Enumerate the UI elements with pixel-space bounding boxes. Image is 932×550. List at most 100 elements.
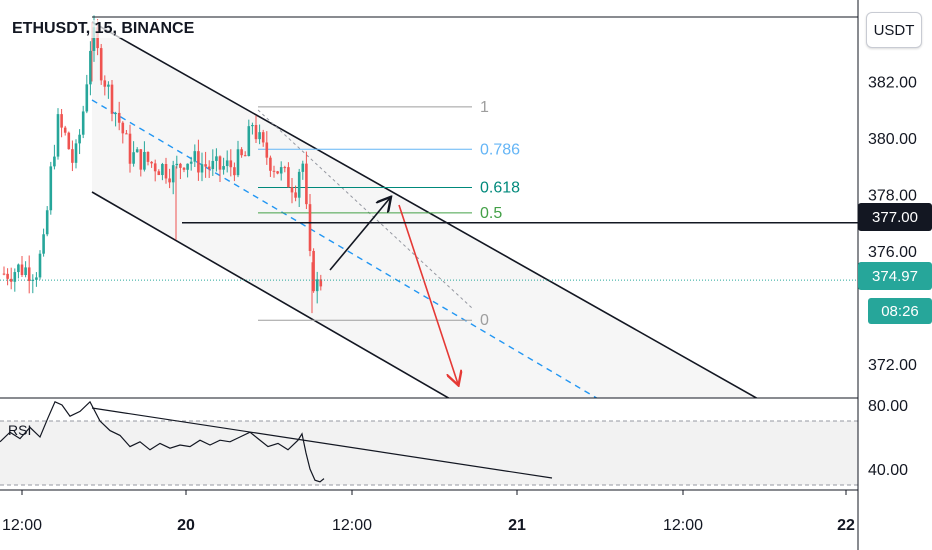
price-tick-label: 372.00	[868, 357, 917, 374]
down-arrow	[398, 204, 458, 384]
last-price-badge: 374.97	[858, 262, 932, 290]
candle-body	[225, 160, 229, 167]
candle-body	[2, 273, 6, 275]
candle-body	[27, 267, 31, 282]
candle-body	[290, 187, 294, 193]
rsi-trend-line	[91, 407, 553, 479]
candle-body	[6, 273, 9, 279]
candle-body	[153, 163, 157, 172]
candle-body	[146, 151, 150, 162]
candle-body	[56, 114, 60, 157]
candle-body	[207, 166, 211, 170]
candle-body	[215, 156, 218, 161]
candle-body	[135, 149, 139, 153]
candle-body	[297, 171, 301, 198]
candle-body	[99, 48, 103, 81]
candle-body	[312, 250, 315, 292]
price-tick-label: 382.00	[868, 75, 917, 92]
candle-body	[305, 163, 308, 205]
candle-body	[35, 277, 38, 280]
candle-body	[272, 170, 276, 172]
candle-body	[186, 163, 189, 170]
candle-body	[31, 279, 35, 282]
candle-body	[89, 50, 92, 85]
candle-body	[63, 127, 67, 133]
rsi-tick-label: 40.00	[868, 462, 908, 479]
candle-body	[301, 163, 305, 172]
candle-body	[265, 142, 269, 158]
candle-body	[74, 143, 78, 163]
candle-body	[243, 155, 247, 157]
fib-trend-line	[257, 109, 473, 309]
candle-body	[171, 165, 175, 183]
candle-body	[20, 264, 24, 276]
time-tick-label: 12:00	[2, 517, 42, 534]
candle-body	[240, 149, 243, 156]
candle-body	[139, 149, 143, 170]
time-tick-label: 21	[508, 517, 526, 534]
rsi-tick-label: 80.00	[868, 398, 908, 415]
candle-body	[121, 122, 125, 134]
candle-body	[132, 152, 135, 164]
candle-body	[315, 279, 319, 292]
candle-body	[13, 272, 17, 282]
price-tick-label: 380.00	[868, 131, 917, 148]
time-tick-label: 20	[177, 517, 195, 534]
candle-body	[204, 164, 207, 167]
candle-body	[254, 125, 258, 140]
candle-body	[294, 192, 297, 198]
chart-title: ETHUSDT, 15, BINANCE	[10, 20, 197, 38]
candle-body	[233, 167, 236, 176]
candle-body	[269, 157, 272, 171]
candle-body	[261, 132, 265, 143]
candle-body	[53, 156, 56, 167]
candle-body	[110, 84, 114, 114]
candle-body	[179, 163, 182, 168]
countdown-badge: 08:26	[868, 298, 932, 324]
candle-body	[107, 84, 110, 87]
candle-body	[117, 112, 121, 123]
candle-body	[251, 125, 254, 127]
candle-body	[125, 133, 128, 135]
fib-label-0-5: 0.5	[480, 205, 502, 222]
candle-body	[150, 161, 153, 164]
candle-body	[81, 111, 85, 135]
candle-body	[247, 126, 251, 157]
candle-body	[182, 167, 186, 170]
rsi-plot	[0, 400, 553, 483]
time-tick-label: 22	[837, 517, 855, 534]
fib-label-1: 1	[480, 99, 489, 116]
fib-label-0-618: 0.618	[480, 179, 520, 196]
candle-body	[222, 166, 225, 170]
candle-body	[157, 171, 161, 176]
time-tick-label: 12:00	[663, 517, 703, 534]
candle-body	[114, 112, 117, 114]
candle-body	[218, 156, 222, 170]
candle-body	[128, 133, 132, 164]
candle-body	[45, 210, 49, 235]
candle-body	[283, 167, 287, 169]
price-tick-label: 376.00	[868, 244, 917, 261]
channel-lower-line	[91, 191, 451, 398]
candle-body	[103, 80, 107, 87]
candle-body	[71, 149, 74, 163]
candle-body	[211, 160, 215, 170]
currency-selector[interactable]: USDT	[866, 12, 922, 48]
fib-label-0-786: 0.786	[480, 141, 520, 158]
time-tick-label: 12:00	[332, 517, 372, 534]
candle-body	[168, 178, 171, 183]
up-arrow	[329, 198, 390, 271]
candle-body	[308, 204, 312, 251]
candle-body	[200, 164, 204, 173]
candle-body	[229, 160, 233, 168]
candle-body	[67, 132, 71, 150]
rsi-line	[0, 400, 325, 483]
rsi-band-fill	[0, 421, 858, 485]
candle-body	[49, 166, 53, 211]
candle-body	[164, 164, 168, 179]
candle-body	[143, 151, 146, 170]
candle-body	[85, 84, 89, 112]
candle-body	[38, 253, 42, 278]
candle-body	[60, 114, 63, 128]
